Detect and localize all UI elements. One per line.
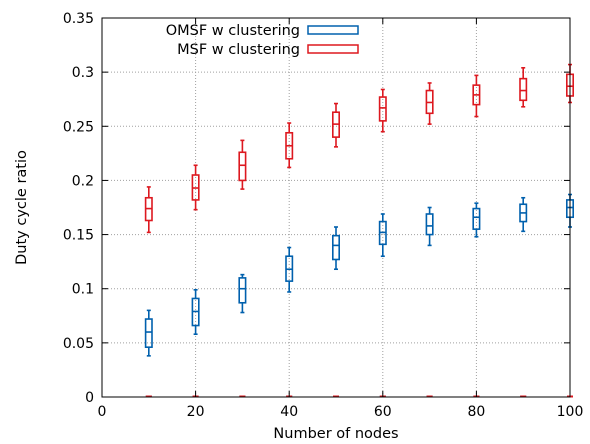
y-tick-label: 0.15: [63, 228, 94, 244]
legend-swatch-msf: [307, 44, 359, 54]
msf-box-20: [191, 164, 200, 398]
x-axis-title: Number of nodes: [273, 426, 398, 442]
x-tick-label: 100: [557, 404, 584, 420]
msf-box-body: [378, 96, 387, 122]
plot-series: [144, 63, 574, 398]
omsf-box-body: [331, 234, 340, 261]
grid-lines: [102, 18, 570, 397]
y-tick-label: 0.3: [72, 65, 94, 81]
x-tick-label: 40: [280, 404, 298, 420]
plot-border: [101, 17, 571, 398]
y-tick-label: 0.05: [63, 336, 94, 352]
y-tick-label: 0.2: [72, 173, 94, 189]
y-tick-label: 0.25: [63, 119, 94, 135]
series-msf: [144, 63, 574, 398]
legend-swatch-omsf: [307, 25, 359, 35]
legend: OMSF w clustering MSF w clustering: [166, 23, 359, 58]
msf-box-body: [238, 151, 247, 182]
legend-label-msf: MSF w clustering: [177, 42, 300, 58]
omsf-box-90: [519, 196, 528, 398]
x-tick-label: 20: [187, 404, 205, 420]
omsf-box-50: [331, 226, 340, 398]
omsf-box-10: [144, 309, 153, 398]
y-axis-title: Duty cycle ratio: [14, 150, 30, 265]
legend-label-omsf: OMSF w clustering: [166, 23, 300, 39]
omsf-box-body: [472, 207, 481, 230]
msf-box-30: [238, 139, 247, 398]
omsf-box-30: [238, 273, 247, 398]
omsf-box-70: [425, 206, 434, 398]
x-tick-label: 60: [374, 404, 392, 420]
y-tick-label: 0.35: [63, 11, 94, 27]
omsf-box-body: [425, 213, 434, 236]
msf-box-body: [519, 77, 528, 102]
msf-box-90: [519, 67, 528, 398]
x-tick-label: 0: [98, 404, 107, 420]
series-omsf: [144, 193, 574, 398]
axis-ticks: 0 0.05 0.1 0.15 0.2 0.25 0.3 0.35 0 20 40 60 80 100: [63, 11, 584, 420]
omsf-box-body: [144, 318, 153, 348]
msf-box-40: [285, 122, 294, 398]
omsf-box-body: [238, 277, 247, 304]
msf-box-50: [331, 102, 340, 398]
y-tick-label: 0.1: [72, 282, 94, 298]
msf-box-10: [144, 186, 153, 398]
omsf-box-40: [285, 246, 294, 398]
y-tick-label: 0: [85, 390, 94, 406]
omsf-box-80: [472, 202, 481, 398]
x-tick-label: 80: [467, 404, 485, 420]
